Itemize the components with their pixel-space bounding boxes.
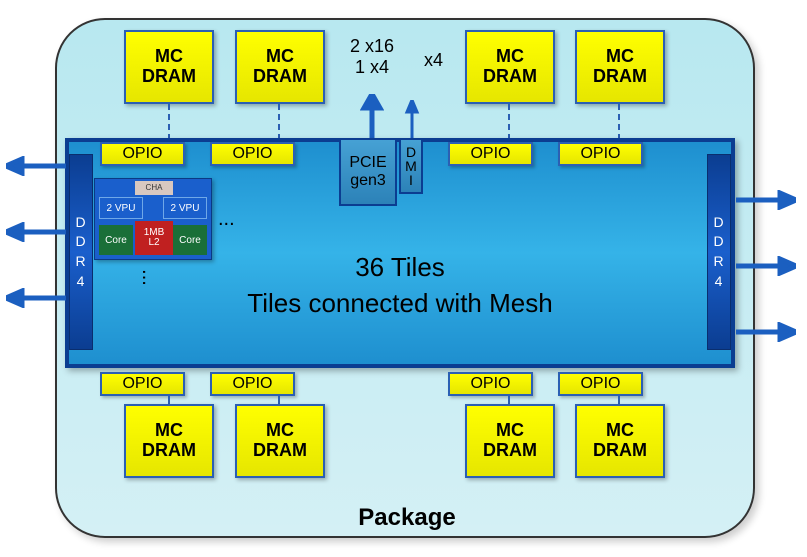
opio-top-2: OPIO xyxy=(448,142,533,166)
tile-detail: CHA 2 VPU 2 VPU 1MB L2 Core Core xyxy=(94,178,212,260)
dmi-x4-label: x4 xyxy=(424,50,443,71)
mc-label: MC xyxy=(155,421,183,441)
ddr4-arrow-left-0 xyxy=(6,156,66,176)
connector xyxy=(278,104,280,140)
ddr4-arrow-right-1 xyxy=(736,256,796,276)
dram-label: DRAM xyxy=(593,441,647,461)
dmi-char: M xyxy=(405,159,417,173)
ddr4-arrow-left-2 xyxy=(6,288,66,308)
lanes-l2: 1 x4 xyxy=(350,57,394,78)
tile-vpu-left: 2 VPU xyxy=(99,197,143,219)
mc-dram-top-3: MCDRAM xyxy=(575,30,665,104)
tile-l2: 1MB L2 xyxy=(135,221,173,255)
mc-label: MC xyxy=(266,421,294,441)
mc-label: MC xyxy=(155,47,183,67)
ddr4-char: D xyxy=(75,213,86,233)
ddr4-arrow-right-2 xyxy=(736,322,796,342)
package-label: Package xyxy=(57,504,757,532)
mc-label: MC xyxy=(496,47,524,67)
connector xyxy=(168,104,170,140)
ddr4-char: D xyxy=(713,232,724,252)
dram-label: DRAM xyxy=(142,441,196,461)
dram-label: DRAM xyxy=(253,441,307,461)
dmi-char: D xyxy=(406,145,416,159)
tile-cha: CHA xyxy=(135,181,173,195)
mc-dram-bottom-0: MCDRAM xyxy=(124,404,214,478)
dmi-block: D M I xyxy=(399,138,423,194)
ellipsis-h: ... xyxy=(218,208,235,231)
mc-dram-bottom-2: MCDRAM xyxy=(465,404,555,478)
opio-bottom-3: OPIO xyxy=(558,372,643,396)
dram-label: DRAM xyxy=(483,67,537,87)
pcie-l2: gen3 xyxy=(350,172,386,190)
mc-dram-top-2: MCDRAM xyxy=(465,30,555,104)
dram-label: DRAM xyxy=(142,67,196,87)
dram-label: DRAM xyxy=(593,67,647,87)
opio-top-3: OPIO xyxy=(558,142,643,166)
mc-label: MC xyxy=(496,421,524,441)
dram-label: DRAM xyxy=(483,441,537,461)
tile-core-right: Core xyxy=(173,225,207,255)
tile-l2-l2: L2 xyxy=(148,238,159,248)
pcie-lanes-label: 2 x16 1 x4 xyxy=(350,36,394,78)
opio-top-0: OPIO xyxy=(100,142,185,166)
lanes-l1: 2 x16 xyxy=(350,36,394,57)
ddr4-arrow-right-0 xyxy=(736,190,796,210)
mc-label: MC xyxy=(266,47,294,67)
dmi-arrow-up xyxy=(404,100,420,140)
opio-top-1: OPIO xyxy=(210,142,295,166)
mc-dram-top-0: MCDRAM xyxy=(124,30,214,104)
pcie-l1: PCIE xyxy=(349,154,386,172)
dram-label: DRAM xyxy=(253,67,307,87)
tile-core-left: Core xyxy=(99,225,133,255)
opio-bottom-0: OPIO xyxy=(100,372,185,396)
center-title: 36 Tiles xyxy=(65,252,735,283)
opio-bottom-1: OPIO xyxy=(210,372,295,396)
opio-bottom-2: OPIO xyxy=(448,372,533,396)
tile-vpu-right: 2 VPU xyxy=(163,197,207,219)
mc-dram-bottom-3: MCDRAM xyxy=(575,404,665,478)
mc-dram-bottom-1: MCDRAM xyxy=(235,404,325,478)
dmi-char: I xyxy=(409,173,413,187)
mc-label: MC xyxy=(606,421,634,441)
connector xyxy=(508,104,510,140)
ddr4-char: D xyxy=(75,232,86,252)
connector xyxy=(618,104,620,140)
mc-label: MC xyxy=(606,47,634,67)
mc-dram-top-1: MCDRAM xyxy=(235,30,325,104)
pcie-arrow-up xyxy=(360,94,384,140)
ddr4-arrow-left-1 xyxy=(6,222,66,242)
center-subtitle: Tiles connected with Mesh xyxy=(65,288,735,319)
ddr4-char: D xyxy=(713,213,724,233)
pcie-block: PCIE gen3 xyxy=(339,138,397,206)
